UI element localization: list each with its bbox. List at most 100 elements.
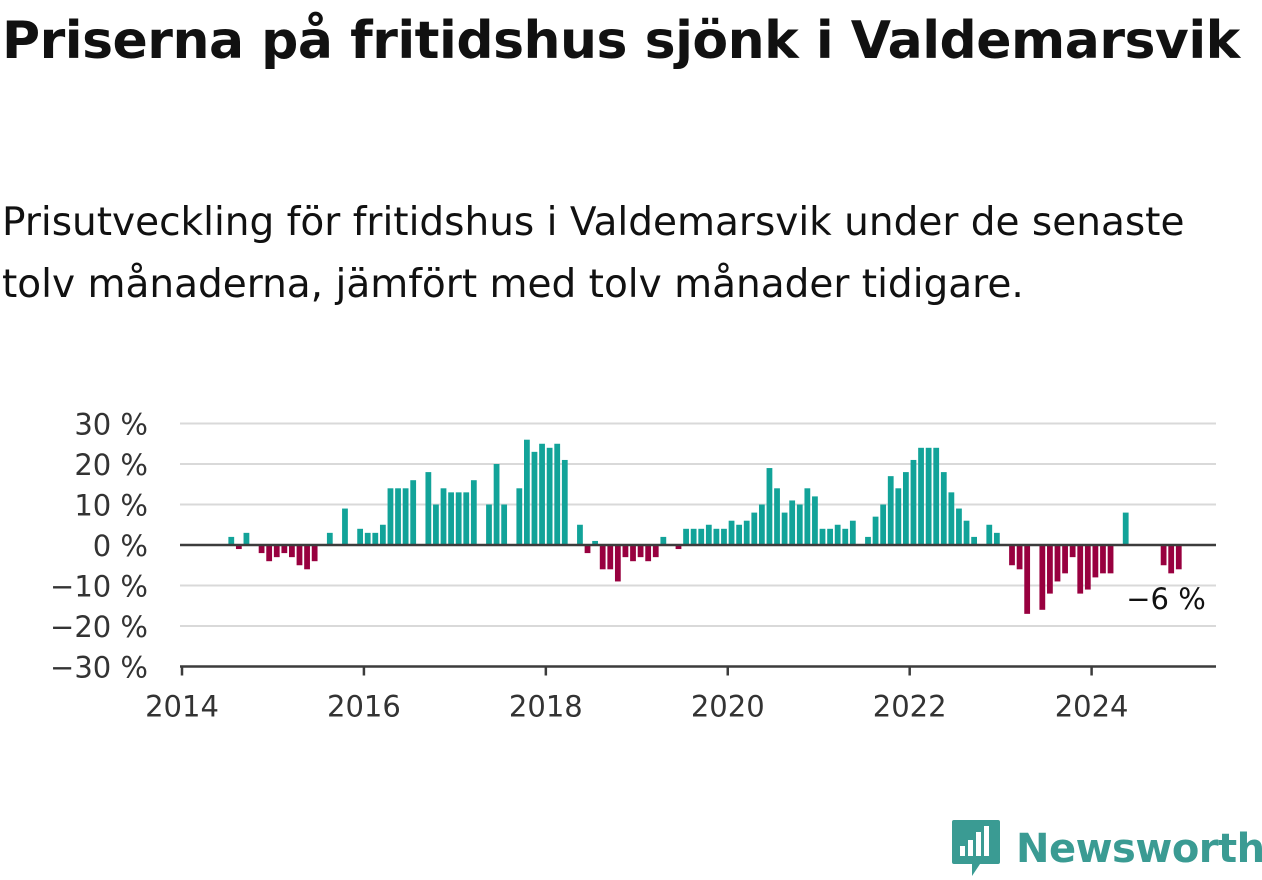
bar <box>372 532 379 545</box>
bar <box>683 528 689 545</box>
bar <box>258 545 265 554</box>
bar <box>1047 545 1053 594</box>
newsworthy-logo-icon <box>952 820 1000 876</box>
bar <box>698 528 705 545</box>
bar <box>1122 512 1129 545</box>
bar <box>1069 545 1076 558</box>
bar <box>903 472 909 545</box>
x-tick-label: 2016 <box>327 690 401 724</box>
bar <box>1084 545 1091 590</box>
bar <box>402 488 409 545</box>
bar <box>289 545 295 558</box>
bar <box>622 545 629 558</box>
y-tick-label: 0 % <box>93 529 148 563</box>
bars <box>228 439 1182 614</box>
bar <box>1009 545 1015 566</box>
bar <box>880 504 887 545</box>
bar <box>470 480 477 545</box>
bar <box>993 532 1000 545</box>
bar <box>819 528 826 545</box>
bar <box>690 528 697 545</box>
x-tick-label: 2018 <box>509 690 583 724</box>
bar <box>1077 545 1084 594</box>
bar <box>705 524 712 545</box>
bar <box>228 536 235 545</box>
bar <box>637 545 644 558</box>
bar <box>1092 545 1099 578</box>
bar <box>766 468 773 545</box>
bar <box>493 464 500 545</box>
bar <box>614 545 621 582</box>
bar <box>1062 545 1068 574</box>
bar <box>963 520 970 545</box>
bar <box>546 447 553 545</box>
bar <box>592 540 598 545</box>
bar <box>554 443 561 545</box>
bar <box>827 528 833 545</box>
bar <box>379 524 386 545</box>
bar <box>1107 545 1114 574</box>
bar <box>1024 545 1031 614</box>
bar <box>607 545 614 570</box>
bar <box>865 536 871 545</box>
bar <box>304 545 310 570</box>
bar <box>455 492 462 545</box>
x-tick-label: 2022 <box>873 690 947 724</box>
bar <box>872 516 879 545</box>
bar <box>736 524 743 545</box>
bar <box>516 488 523 545</box>
y-tick-label: 20 % <box>74 448 148 482</box>
bar <box>652 545 659 558</box>
bar <box>577 524 583 545</box>
bar <box>273 545 280 558</box>
y-tick-label: 10 % <box>74 489 148 523</box>
newsworthy-logo: Newsworthy <box>950 818 1262 880</box>
bar <box>524 439 530 545</box>
bar <box>357 528 364 545</box>
bar <box>584 545 591 554</box>
bar <box>834 524 841 545</box>
bar <box>448 492 454 545</box>
bar <box>842 528 849 545</box>
bar <box>501 504 508 545</box>
x-tick-label: 2014 <box>145 690 219 724</box>
x-axis: 2014 2016 2018 2020 2022 2024 <box>145 543 1216 724</box>
bar <box>918 447 924 545</box>
bar <box>660 536 667 545</box>
x-tick-label: 2024 <box>1055 690 1129 724</box>
bar <box>387 488 394 545</box>
bar <box>1100 545 1106 574</box>
y-tick-label: 30 % <box>74 408 148 442</box>
bar <box>296 545 303 566</box>
bar <box>1039 545 1046 610</box>
bar <box>675 545 682 550</box>
bar <box>1054 545 1061 582</box>
bar-chart: 30 %20 %10 %0 %−10 %−20 %−30 % 2014 2016 2… <box>50 408 1216 724</box>
bar <box>463 492 470 545</box>
bar <box>895 488 902 545</box>
bar <box>789 500 796 545</box>
bar <box>933 447 940 545</box>
last-value-annotation: −6 % <box>1126 582 1206 616</box>
chart-title: Priserna på fritidshus sjönk i Valdemars… <box>2 11 1240 71</box>
bar <box>728 520 735 545</box>
bar <box>986 524 993 545</box>
bar <box>243 532 250 545</box>
bar <box>531 451 538 545</box>
y-tick-label: −10 % <box>50 570 148 604</box>
bar <box>561 459 568 545</box>
bar <box>812 496 818 545</box>
y-tick-label: −30 % <box>50 651 148 685</box>
bar <box>1016 545 1023 570</box>
bar <box>751 512 758 545</box>
bar <box>743 520 750 545</box>
bar <box>804 488 811 545</box>
bar <box>326 532 333 545</box>
bar <box>645 545 652 562</box>
bar <box>599 545 606 570</box>
bar <box>925 447 932 545</box>
bar <box>1168 545 1175 574</box>
bar <box>486 504 492 545</box>
chart-subtitle: Prisutveckling för fritidshus i Valdemar… <box>2 200 1185 307</box>
bar <box>364 532 371 545</box>
